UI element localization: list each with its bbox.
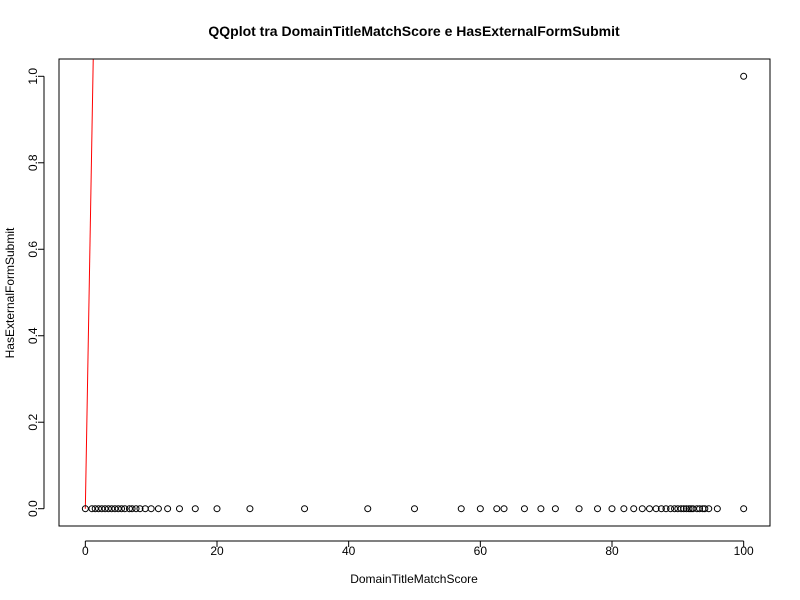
data-point-8: [111, 505, 119, 513]
data-point-6: [104, 505, 112, 513]
y-tick-label-3: 0.6: [26, 241, 40, 258]
data-point-29: [493, 505, 501, 513]
x-tick-label-3: 60: [474, 544, 488, 558]
data-point-47: [677, 505, 685, 513]
data-point-43: [662, 505, 670, 513]
y-axis: 0.0 0.2 0.4 0.6 0.8 1.0: [26, 68, 45, 517]
data-point-45: [671, 505, 679, 513]
data-point-54: [696, 505, 704, 513]
data-point-48: [680, 505, 688, 513]
data-point-32: [537, 505, 545, 513]
data-point-22: [213, 505, 221, 513]
y-axis-label: HasExternalFormSubmit: [3, 227, 17, 358]
data-point-11: [121, 505, 129, 513]
y-tick-label-1: 0.2: [26, 414, 40, 431]
plot-area: [81, 59, 748, 513]
data-point-28: [476, 505, 484, 513]
data-point-17: [147, 505, 155, 513]
data-point-7: [108, 505, 116, 513]
data-point-27: [457, 505, 465, 513]
y-tick-label-0: 0.0: [26, 500, 40, 517]
chart-title: QQplot tra DomainTitleMatchScore e HasEx…: [208, 23, 620, 39]
data-point-34: [575, 505, 583, 513]
data-point-38: [630, 505, 638, 513]
data-point-25: [364, 505, 372, 513]
data-point-26: [411, 505, 418, 513]
data-point-0: [81, 505, 89, 513]
data-point-10: [118, 505, 126, 513]
y-tick-label-5: 1.0: [26, 68, 40, 85]
data-point-1: [88, 505, 96, 513]
x-tick-label-0: 0: [82, 544, 89, 558]
data-point-20: [175, 505, 183, 513]
data-point-44: [667, 505, 675, 513]
y-tick-label-4: 0.8: [26, 154, 40, 171]
data-point-24: [301, 505, 309, 513]
x-axis: 0 20 40 60 80 100: [82, 540, 754, 558]
y-tick-label-2: 0.4: [26, 327, 40, 344]
data-point-15: [136, 505, 144, 513]
data-point-21: [191, 505, 199, 513]
data-point-5: [101, 505, 109, 513]
data-point-3: [95, 505, 102, 513]
data-point-50: [685, 505, 693, 513]
data-point-37: [620, 505, 628, 513]
data-point-39: [638, 505, 646, 513]
data-point-57: [705, 505, 713, 513]
data-point-40: [646, 505, 654, 513]
data-point-14: [132, 505, 140, 513]
data-point-36: [608, 505, 616, 513]
x-axis-label: DomainTitleMatchScore: [350, 572, 478, 586]
data-point-12: [125, 505, 133, 513]
data-point-2: [91, 505, 99, 513]
data-point-60: [740, 72, 748, 80]
x-tick-label-4: 80: [605, 544, 619, 558]
data-point-31: [520, 505, 528, 513]
x-tick-label-5: 100: [734, 544, 754, 558]
data-point-33: [551, 505, 559, 513]
data-point-58: [713, 505, 721, 513]
data-point-42: [657, 505, 665, 513]
reference-line: [84, 59, 94, 509]
data-point-23: [246, 505, 254, 513]
data-point-30: [500, 505, 508, 513]
x-tick-label-2: 40: [342, 544, 356, 558]
data-point-13: [128, 505, 136, 513]
data-point-19: [164, 505, 172, 513]
data-point-59: [740, 505, 748, 513]
data-point-4: [98, 505, 106, 513]
data-point-41: [652, 505, 660, 513]
data-point-35: [594, 505, 602, 513]
data-point-18: [154, 505, 162, 513]
x-tick-label-1: 20: [210, 544, 224, 558]
data-point-52: [689, 505, 697, 513]
data-point-9: [114, 505, 122, 513]
plot-frame: [58, 58, 771, 527]
data-point-49: [682, 505, 690, 513]
data-point-56: [701, 505, 709, 513]
